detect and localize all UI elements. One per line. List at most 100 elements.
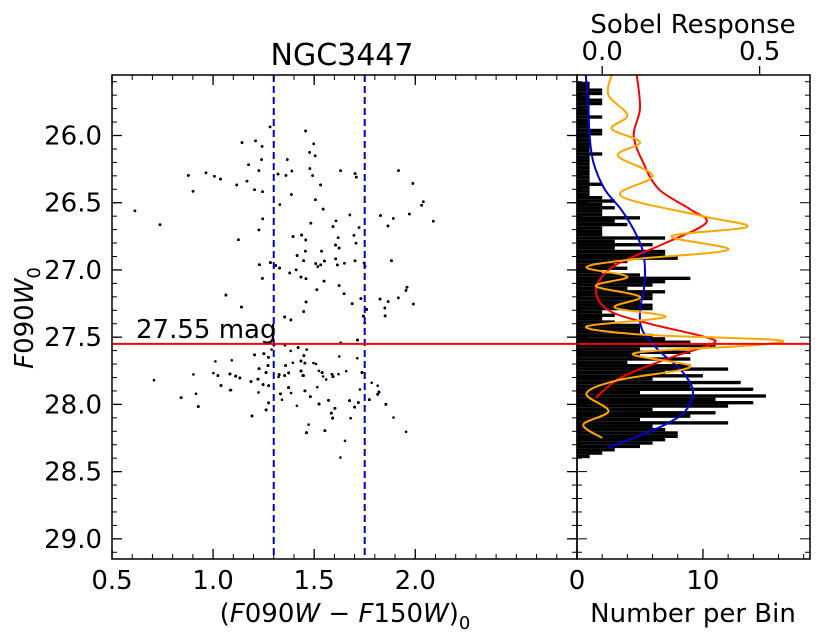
histogram-bar [577, 182, 603, 186]
star-point [286, 158, 289, 161]
star-point [268, 125, 272, 129]
histogram-bar [577, 431, 678, 435]
star-point [274, 264, 278, 267]
histogram-bar [577, 232, 603, 237]
star-point [291, 235, 295, 238]
star-point [228, 372, 232, 376]
star-point [316, 385, 319, 389]
x-tick-label: 2.0 [395, 566, 436, 596]
histogram-bar [577, 98, 603, 102]
star-point [352, 234, 356, 237]
star-point [301, 374, 305, 377]
star-point [327, 399, 330, 402]
star-point [309, 395, 312, 399]
star-point [342, 292, 346, 296]
luminosity-x-axis-label: Number per Bin [590, 599, 796, 629]
histogram-bar [577, 438, 666, 442]
star-point [339, 456, 342, 459]
histogram-bar [577, 273, 640, 277]
axis-label-part: − [320, 599, 358, 629]
histogram-bar [577, 199, 615, 203]
histogram-bar [577, 283, 653, 287]
histogram-bar [577, 111, 590, 116]
star-point [377, 390, 381, 394]
histogram-bar [577, 421, 729, 425]
star-point [296, 346, 300, 349]
star-point [312, 142, 316, 146]
histogram-bar [577, 276, 691, 281]
luminosity-ticks [576, 66, 810, 559]
star-point [234, 374, 237, 378]
star-point [350, 302, 354, 306]
y-tick-label: 27.0 [44, 256, 102, 286]
star-point [280, 398, 284, 402]
star-point [334, 243, 337, 247]
histogram-bar [577, 451, 603, 455]
y-tick-label: 29.0 [44, 525, 102, 555]
histogram-bar [577, 407, 653, 412]
star-point [245, 179, 249, 183]
star-point [257, 367, 261, 371]
histogram-bar [577, 155, 590, 160]
histogram-bar [577, 145, 590, 149]
star-point [412, 302, 415, 306]
histogram-bar [577, 424, 653, 428]
luminosity-x-tick-labels: 0 10 [569, 566, 720, 596]
histogram-bar [577, 229, 603, 233]
star-point [261, 217, 265, 221]
star-point [230, 359, 234, 362]
y-tick-label: 27.5 [44, 323, 102, 353]
y-tick-label: 28.0 [44, 390, 102, 420]
star-point [291, 361, 295, 365]
axis-label-part: 0 [24, 267, 45, 278]
star-point [287, 371, 291, 375]
star-point [411, 182, 415, 185]
star-point [303, 389, 307, 393]
star-point [334, 219, 338, 223]
star-point [362, 314, 365, 318]
star-point [405, 286, 409, 289]
axis-label-part: 150 [373, 599, 423, 629]
luminosity-frame [576, 74, 811, 560]
star-point [261, 383, 265, 386]
histogram-bar [577, 249, 666, 254]
star-point [376, 393, 380, 396]
histogram-bar [577, 320, 615, 324]
histogram-bar [577, 427, 666, 432]
star-point [212, 371, 215, 375]
star-point [261, 190, 264, 193]
histogram-bar [577, 88, 603, 92]
star-point [331, 225, 335, 228]
star-point [354, 241, 358, 245]
x-tick-label: 1.0 [192, 566, 233, 596]
cmd-y-tick-labels: 26.0 26.5 27.0 27.5 28.0 28.5 29.0 [44, 122, 102, 555]
histogram-bar [577, 169, 590, 173]
star-point [228, 388, 232, 392]
star-point [197, 405, 200, 408]
histogram-bar [577, 246, 615, 250]
star-point [302, 354, 306, 357]
star-point [330, 411, 333, 415]
axis-label-part: W [10, 277, 40, 304]
star-point [315, 288, 319, 292]
star-point [353, 405, 356, 409]
histogram-bar [577, 108, 590, 112]
cmd-x-tick-labels: 0.5 1.0 1.5 2.0 [91, 566, 436, 596]
star-point [359, 297, 363, 300]
histogram-bar [577, 101, 603, 106]
star-point [304, 249, 307, 253]
histogram-bar [577, 189, 590, 193]
star-point [302, 259, 305, 263]
star-point [191, 190, 195, 193]
axis-label-part: 0 [459, 613, 470, 634]
axis-label-part: F [10, 353, 40, 369]
histogram-bar [577, 159, 590, 163]
histogram-bar [577, 118, 590, 123]
histogram-bar [577, 313, 615, 317]
histogram-bar [577, 125, 590, 129]
star-point [356, 338, 359, 342]
axis-label-part: 090 [245, 599, 295, 629]
star-point [158, 223, 162, 226]
star-point [204, 171, 208, 175]
star-point [344, 369, 348, 373]
